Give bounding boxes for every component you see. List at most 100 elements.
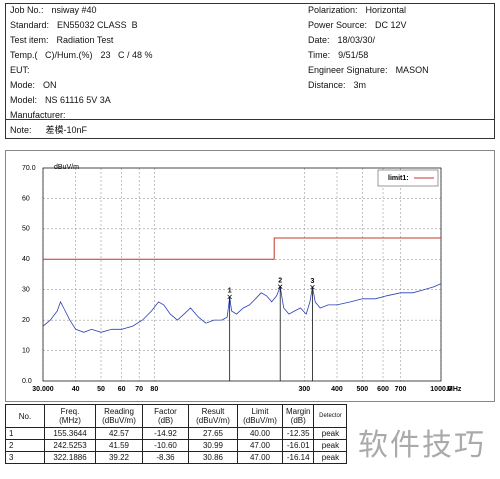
header-cell: Limit (dBuV/m) [237, 404, 283, 428]
table-cell: 30.99 [188, 439, 238, 452]
x-tick-label: 70 [135, 386, 143, 393]
note-label: Note: [10, 125, 32, 135]
header-cell: Freq. (MHz) [44, 404, 96, 428]
header-row: Distance: 3m [308, 80, 366, 90]
table-cell: -16.01 [281, 439, 315, 452]
field-label: EUT: [10, 65, 30, 75]
table-cell: 3 [5, 451, 45, 464]
table-cell: 1 [5, 427, 45, 440]
marker [310, 284, 315, 290]
field-value: EN55032 CLASS B [57, 20, 138, 30]
plot-area [42, 167, 442, 382]
header-cell: Margin (dB) [281, 404, 315, 428]
y-axis-label: dBuV/m [54, 164, 79, 171]
x-tick-label: 700 [395, 386, 407, 393]
table-cell: peak [313, 427, 348, 440]
table-cell: 155.3644 [44, 427, 96, 440]
marker [227, 294, 232, 300]
header-row: Model: NS 61116 5V 3A [10, 95, 111, 105]
table-cell: peak [313, 451, 348, 464]
table-cell: -14.92 [142, 427, 189, 440]
field-value: DC 12V [375, 20, 407, 30]
legend-box [377, 169, 439, 187]
table-cell: 2 [5, 439, 45, 452]
table-cell: -12.35 [281, 427, 315, 440]
marker-label: 2 [278, 278, 282, 285]
table-cell: 42.57 [95, 427, 143, 440]
field-value: Horizontal [365, 5, 407, 15]
x-tick-label: 50 [97, 386, 105, 393]
trace [42, 283, 442, 333]
chart: 0.0 10 20 30 40 50 60 70.0 30.000 40 50 60 70 80 300 40… [22, 164, 462, 393]
field-label: Model: [10, 95, 38, 105]
header-cell: No. [5, 404, 45, 428]
table-cell: 30.86 [188, 451, 238, 464]
field-label: Mode: [10, 80, 36, 90]
header-row: EUT: [10, 65, 30, 75]
field-label: Standard: [10, 20, 50, 30]
x-tick-label: 30.000 [32, 386, 54, 393]
legend-label: limit1: [388, 175, 409, 182]
field-value: 18/03/30/ [337, 35, 376, 45]
table-cell: 40.00 [237, 427, 283, 440]
y-tick-label: 20 [22, 317, 30, 324]
field-label: Polarization: [308, 5, 358, 15]
field-label: Power Source: [308, 20, 368, 30]
table-cell: 47.00 [237, 439, 283, 452]
y-tick-label: 0.0 [22, 378, 32, 385]
field-value: Radiation Test [56, 35, 114, 45]
limit-line [43, 237, 441, 260]
table-cell: -16.14 [281, 451, 315, 464]
table-cell: 39.22 [95, 451, 143, 464]
table-row: 3 322.1886 39.22 -8.36 30.86 47.00 -16.14 peak [5, 451, 348, 464]
table-cell: peak [313, 439, 348, 452]
field-label: Job No.: [10, 5, 44, 15]
watermark: 软件技巧 [358, 429, 486, 462]
marker [277, 284, 283, 289]
marker-label: 1 [228, 288, 232, 295]
header-row: Manufacturer: [10, 110, 66, 120]
x-tick-label: 300 [299, 386, 311, 393]
field-label: Date: [308, 35, 330, 45]
table-cell: 47.00 [237, 451, 283, 464]
header-row: Standard: EN55032 CLASS B [10, 20, 138, 30]
header-row: Mode: ON [10, 80, 57, 90]
x-axis-label: MHz [447, 386, 462, 393]
header-cell: Reading (dBuV/m) [95, 404, 143, 428]
x-tick-label: 40 [72, 386, 80, 393]
y-tick-label: 50 [22, 226, 30, 233]
y-tick-label: 40 [22, 256, 30, 263]
x-tick-label: 400 [331, 386, 343, 393]
table-cell: 41.59 [95, 439, 143, 452]
field-label: Time: [308, 50, 331, 60]
x-tick-label: 80 [150, 386, 158, 393]
field-label: Temp.( C)/Hum.(%) [10, 50, 93, 60]
header-row: Test item: Radiation Test [10, 35, 113, 45]
field-label: Engineer Signature: [308, 65, 388, 75]
x-tick-label: 500 [356, 386, 368, 393]
header-row: Engineer Signature: MASON [308, 65, 429, 75]
header-row: Temp.( C)/Hum.(%) 23 C / 48 % [10, 50, 153, 60]
y-tick-label: 30 [22, 287, 30, 294]
table-cell: 322.1886 [44, 451, 96, 464]
field-label: Test item: [10, 35, 49, 45]
header-cell: Result (dBuV/m) [188, 404, 238, 428]
header-cell: Factor (dB) [142, 404, 189, 428]
header-row: Time: 9/51/58 [308, 50, 368, 60]
field-label: Manufacturer: [10, 110, 66, 120]
note: Note: 差模-10nF [10, 123, 87, 136]
field-value: nsiway #40 [51, 5, 97, 15]
field-label: Distance: [308, 80, 346, 90]
y-tick-label: 60 [22, 195, 30, 202]
table-cell: 242.5253 [44, 439, 96, 452]
header-row: Job No.: nsiway #40 [10, 5, 97, 15]
table-row: 2 242.5253 41.59 -10.60 30.99 47.00 -16.01 peak [5, 439, 348, 452]
field-value: 23 C / 48 % [100, 50, 153, 60]
y-tick-label: 10 [22, 347, 30, 354]
x-tick-label: 60 [118, 386, 126, 393]
field-value: 9/51/58 [338, 50, 369, 60]
x-tick-label: 600 [377, 386, 389, 393]
header-row: No. Freq. (MHz) Reading (dBuV/m) Factor (dB… [5, 404, 348, 428]
header-row: Date: 18/03/30/ [308, 35, 375, 45]
